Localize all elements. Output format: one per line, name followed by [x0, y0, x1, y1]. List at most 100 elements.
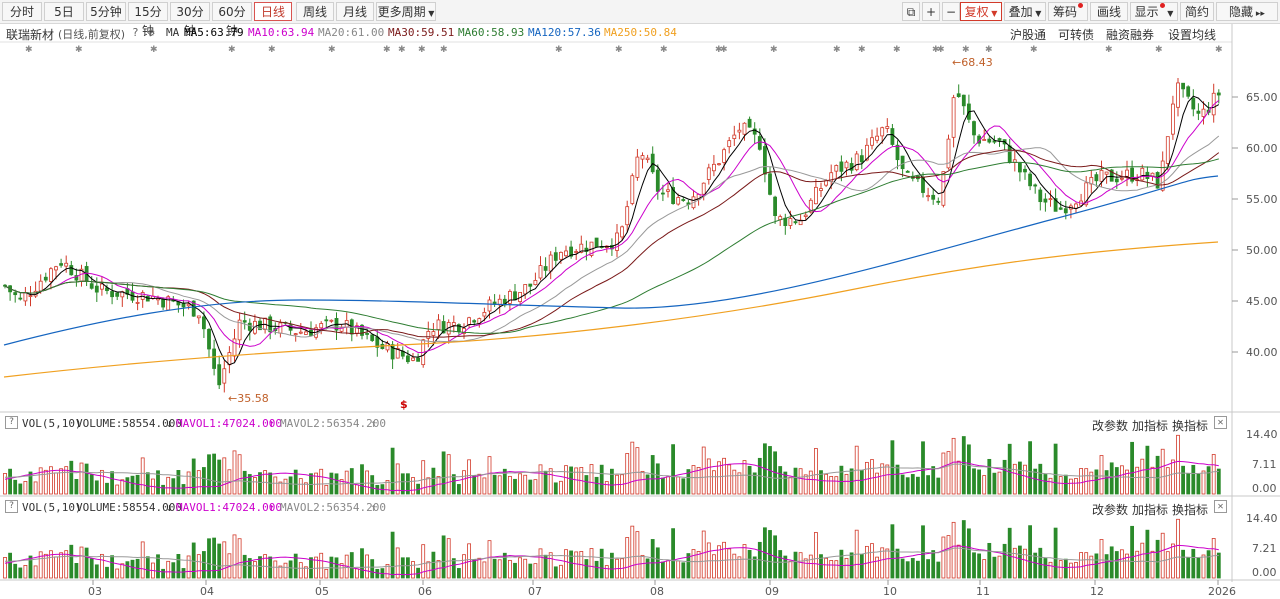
volume-bar — [895, 548, 900, 579]
volume-bar — [1165, 467, 1170, 495]
volume-bar — [967, 528, 971, 579]
simple-button[interactable]: 简约 — [1180, 2, 1214, 21]
link-convertible[interactable]: 可转债 — [1058, 28, 1095, 42]
volume-bar — [161, 568, 166, 579]
add-indicator-button[interactable]: 加指标 — [1132, 419, 1169, 433]
candle-body — [926, 195, 930, 198]
candle-body — [666, 189, 670, 192]
volume-bar — [293, 553, 298, 579]
draw-line-button[interactable]: 画线 — [1090, 2, 1128, 21]
volume-bar — [370, 475, 375, 495]
volume-bar — [33, 481, 38, 495]
candle-body — [1191, 97, 1196, 110]
volume-bar — [370, 559, 375, 579]
candle-body — [1125, 169, 1129, 177]
chip-label: 筹码 — [1052, 5, 1077, 19]
vol-title: VOL(5,10) — [22, 501, 82, 514]
volume-bar — [156, 554, 160, 579]
tab-daily[interactable]: 日线 — [254, 2, 292, 21]
tab-more-periods[interactable]: 更多周期 ▼ — [376, 2, 436, 21]
volume-bar — [171, 562, 176, 579]
window-icon[interactable]: ⧉ — [902, 2, 920, 21]
link-hk-connect[interactable]: 沪股通 — [1010, 28, 1047, 42]
volume-bar — [385, 480, 390, 495]
tab-weekly[interactable]: 周线 — [296, 2, 334, 21]
add-indicator-button[interactable]: 加指标 — [1132, 503, 1169, 517]
display-button[interactable]: 显示 ▼ — [1130, 2, 1178, 21]
month-label: 07 — [528, 585, 542, 598]
candle-body — [18, 297, 23, 300]
volume-bar — [365, 554, 370, 579]
volume-bar — [1201, 470, 1206, 495]
tab-5min[interactable]: 5分钟 — [86, 2, 126, 21]
edit-params-button[interactable]: 改参数 — [1092, 419, 1129, 433]
volume-bar — [456, 484, 461, 495]
help-icon[interactable]: ? — [132, 26, 139, 39]
link-margin[interactable]: 融资融券 — [1106, 28, 1155, 42]
hide-label: 隐藏 — [1229, 5, 1254, 19]
close-icon[interactable]: ✕ — [1214, 500, 1227, 513]
volume-bar — [645, 558, 650, 579]
volume-bar — [23, 565, 28, 579]
volume-bar — [324, 484, 329, 495]
volume-bar — [314, 472, 319, 495]
volume-bar — [574, 467, 579, 495]
help-icon[interactable]: ? — [5, 416, 18, 429]
link-ma-settings[interactable]: 设置均线 — [1168, 28, 1217, 42]
candle-body — [548, 254, 553, 272]
month-label: 12 — [1090, 585, 1104, 598]
volume-bar — [518, 473, 522, 495]
volume-bar — [1160, 532, 1165, 579]
tab-30min[interactable]: 30分钟 — [170, 2, 210, 38]
volume-bar — [400, 557, 405, 579]
zoom-in-icon[interactable]: + — [922, 2, 940, 21]
edit-params-button[interactable]: 改参数 — [1092, 503, 1129, 517]
volume-bar — [1038, 547, 1043, 579]
mavol1-line — [4, 460, 1219, 492]
dividend-marker[interactable]: $ — [400, 398, 408, 411]
close-icon[interactable]: ✕ — [1214, 416, 1227, 429]
zoom-out-icon[interactable]: − — [942, 2, 960, 21]
change-indicator-button[interactable]: 换指标 — [1172, 503, 1209, 517]
vol-tick: 14.40 — [1246, 428, 1278, 441]
volume-bar — [610, 552, 614, 579]
volume-bar — [411, 561, 415, 579]
event-marker: ✱ — [720, 45, 728, 55]
candle-body — [1084, 182, 1089, 206]
volume-bar — [543, 554, 548, 579]
candle-body — [523, 284, 528, 295]
chip-button[interactable]: 筹码 — [1048, 2, 1088, 21]
help-icon[interactable]: ? — [5, 500, 18, 513]
volume-bar — [191, 542, 196, 579]
candle-body — [661, 192, 665, 195]
volume-bar — [237, 538, 242, 579]
tab-15min[interactable]: 15分钟 — [128, 2, 168, 38]
gear-icon[interactable]: ⚙ — [148, 26, 155, 39]
tab-60min[interactable]: 60分钟 — [212, 2, 252, 38]
volume-bar — [793, 467, 798, 495]
candle-body — [1038, 189, 1043, 203]
tab-intraday[interactable]: 分时 — [2, 2, 42, 21]
volume-bar — [538, 464, 543, 495]
ma10-value: MA10:63.94 — [248, 26, 315, 39]
volume-bar — [145, 472, 150, 495]
tab-5day[interactable]: 5日 — [44, 2, 84, 21]
tab-monthly[interactable]: 月线 — [336, 2, 374, 21]
adjust-button[interactable]: 复权 ▼ — [960, 2, 1002, 21]
candle-body — [161, 299, 166, 308]
volume-bar — [242, 554, 247, 579]
volume-bar — [8, 468, 13, 495]
candle-body — [808, 199, 813, 213]
volume-bar — [375, 484, 380, 495]
overlay-button[interactable]: 叠加 ▼ — [1004, 2, 1046, 21]
volume-bar — [610, 468, 614, 495]
hide-button[interactable]: 隐藏 ▸▸ — [1216, 2, 1278, 21]
candle-body — [757, 136, 762, 150]
change-indicator-button[interactable]: 换指标 — [1172, 419, 1209, 433]
candle-body — [451, 322, 456, 326]
candle-body — [880, 127, 885, 137]
volume-bar — [604, 565, 609, 579]
volume-bar — [1140, 542, 1145, 579]
candle-body — [411, 357, 415, 361]
